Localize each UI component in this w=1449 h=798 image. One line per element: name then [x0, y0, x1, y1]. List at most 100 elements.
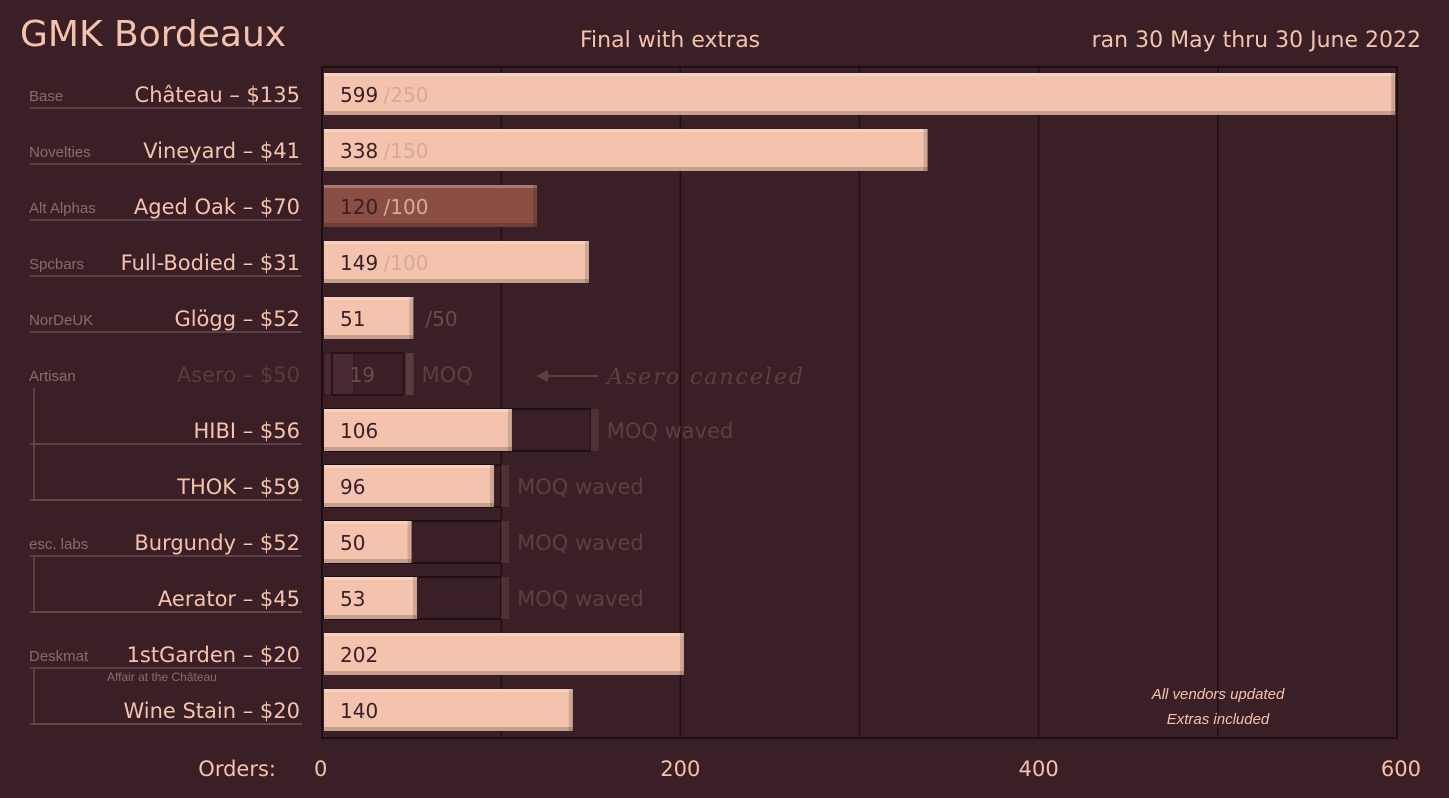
bar-highlight	[324, 465, 494, 468]
moq-marker	[405, 353, 414, 395]
bar-value-label: 106	[340, 419, 378, 443]
bar-shade	[324, 279, 589, 283]
x-tick-label: 600	[1381, 757, 1421, 781]
arrow-head	[536, 370, 548, 382]
bar-value-label: 120	[340, 195, 378, 219]
moq-label: MOQ waved	[517, 531, 644, 555]
bar	[324, 577, 417, 619]
bar-shade	[324, 503, 494, 507]
bar-edge	[507, 409, 512, 451]
group-bracket	[33, 388, 302, 501]
bar-body	[324, 465, 494, 507]
bar	[324, 185, 537, 227]
bar-body	[324, 409, 512, 451]
bar	[324, 241, 589, 283]
group-label: Spcbars	[29, 256, 84, 273]
moq-label: MOQ waved	[607, 419, 734, 443]
bar-value-label: 19	[350, 363, 375, 387]
bar-edge	[568, 689, 573, 731]
category-label: Glögg – $52	[174, 307, 300, 331]
bar-value-label: 202	[340, 643, 378, 667]
bar-edge	[533, 185, 537, 227]
category-label: THOK – $59	[176, 475, 300, 499]
group-label: Base	[29, 88, 63, 105]
bar-edge	[490, 465, 494, 507]
bar-value-label: 140	[340, 699, 378, 723]
moq-label: /50	[425, 307, 457, 331]
bar-highlight	[324, 521, 412, 524]
bar-highlight	[324, 409, 512, 412]
bar	[324, 129, 928, 171]
bar-shade	[324, 615, 417, 619]
bar-body	[324, 521, 412, 563]
group-label: Alt Alphas	[29, 200, 96, 217]
category-label: Aged Oak – $70	[134, 195, 300, 219]
annotation-note: Asero canceled	[605, 365, 805, 390]
bar	[324, 521, 412, 563]
bar-edge	[407, 521, 412, 563]
moq-label: /150	[384, 139, 429, 163]
bar-value-label: 53	[340, 587, 365, 611]
bar-body	[324, 73, 1396, 115]
group-label: Artisan	[29, 368, 76, 385]
category-label: Vineyard – $41	[143, 139, 300, 163]
bar-highlight	[324, 689, 573, 692]
category-sublabel: Affair at the Château	[107, 670, 217, 684]
moq-outline	[330, 352, 405, 396]
moq-label: /100	[384, 195, 429, 219]
moq-label: MOQ waved	[517, 587, 644, 611]
moq-label: MOQ	[422, 363, 473, 387]
date-range: ran 30 May thru 30 June 2022	[1091, 28, 1421, 53]
group-bracket	[33, 668, 302, 725]
category-label: 1stGarden – $20	[127, 643, 300, 667]
category-label: Wine Stain – $20	[123, 699, 300, 723]
x-axis-label: Orders:	[198, 757, 276, 781]
bar-shade	[324, 167, 928, 171]
group-label: NorDeUK	[29, 312, 93, 329]
moq-label: /250	[384, 83, 429, 107]
bar-body	[324, 577, 417, 619]
bar-highlight	[324, 73, 1396, 76]
bar-edge	[584, 241, 589, 283]
footnote-line1: All vendors updated	[1151, 686, 1285, 703]
bar-edge	[409, 297, 414, 339]
bar	[323, 352, 355, 396]
bar-body	[324, 297, 414, 339]
bar-highlight	[324, 297, 414, 300]
bar	[324, 633, 684, 675]
category-label: Full-Bodied – $31	[121, 251, 300, 275]
category-label: Château – $135	[135, 83, 300, 107]
x-tick-label: 200	[660, 757, 700, 781]
category-label: Burgundy – $52	[134, 531, 300, 555]
group-bracket	[33, 556, 302, 613]
bar-shade	[324, 671, 684, 675]
bar-body	[324, 633, 684, 675]
bar-body	[324, 185, 537, 227]
grid-layer	[321, 66, 1398, 739]
bar-edge	[679, 633, 684, 675]
moq-label: /100	[384, 251, 429, 275]
moq-marker	[590, 409, 599, 451]
bar-value-label: 599	[340, 83, 378, 107]
x-axis: 0 200 400 600 Orders:	[198, 757, 1421, 781]
bar-shade	[324, 223, 537, 227]
bar-shade	[324, 111, 1396, 115]
moq-marker	[501, 577, 510, 619]
category-label: HIBI – $56	[193, 419, 300, 443]
bar-edge	[923, 129, 928, 171]
bar-highlight	[324, 633, 684, 636]
x-tick-label: 400	[1019, 757, 1059, 781]
bar-value-label: 149	[340, 251, 378, 275]
bar-body	[324, 129, 928, 171]
bar-highlight	[324, 577, 417, 580]
bar-body	[324, 241, 589, 283]
chart-title: GMK Bordeaux	[20, 14, 287, 55]
bar	[324, 297, 414, 339]
bar	[324, 73, 1396, 115]
bar-highlight	[324, 129, 928, 132]
bar	[324, 689, 573, 731]
x-tick-label: 0	[314, 757, 327, 781]
bar-shade	[324, 559, 412, 563]
chart-subtitle: Final with extras	[580, 28, 761, 53]
bar-highlight	[324, 185, 537, 188]
